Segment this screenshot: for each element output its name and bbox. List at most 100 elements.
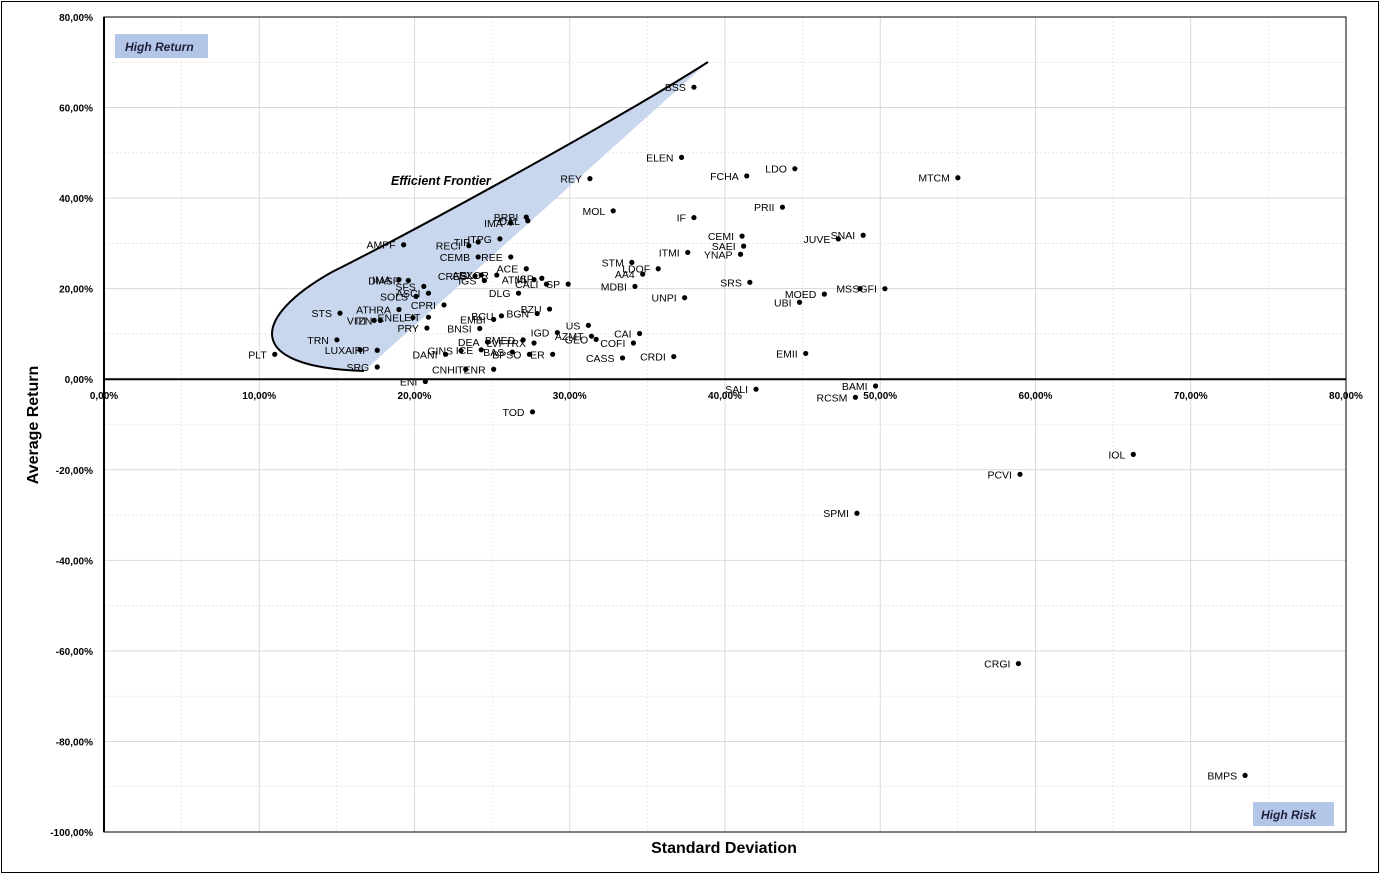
data-point bbox=[792, 166, 798, 172]
data-point-label: LVFTRX bbox=[487, 338, 526, 350]
data-point-label: MTCM bbox=[918, 173, 950, 185]
data-point-label: IMA bbox=[372, 275, 391, 287]
data-point bbox=[508, 254, 514, 260]
data-point bbox=[588, 333, 595, 339]
data-point-label: ATHRA bbox=[356, 304, 391, 316]
data-point-label: DIASR bbox=[368, 276, 401, 288]
data-point bbox=[882, 286, 888, 292]
data-point bbox=[466, 243, 472, 249]
data-point bbox=[744, 173, 750, 179]
y-tick-label: 80,00% bbox=[59, 13, 93, 24]
data-point bbox=[685, 249, 691, 256]
data-point bbox=[334, 337, 340, 343]
data-point-label: REE bbox=[481, 252, 503, 264]
data-point bbox=[565, 281, 571, 287]
data-point bbox=[860, 232, 866, 238]
y-tick-label: 20,00% bbox=[59, 285, 93, 296]
data-point bbox=[396, 277, 402, 283]
data-point-label: JUVE bbox=[803, 234, 830, 246]
x-tick-label: 20,00% bbox=[398, 391, 432, 402]
data-point-label: US bbox=[566, 320, 581, 332]
data-point bbox=[498, 313, 505, 319]
data-point bbox=[691, 84, 697, 90]
data-point-label: ITMI bbox=[659, 247, 680, 259]
data-point-label: SOLS bbox=[380, 291, 408, 303]
y-tick-label: -60,00% bbox=[56, 647, 93, 658]
data-point bbox=[739, 233, 745, 239]
data-point bbox=[442, 351, 449, 357]
data-point bbox=[796, 299, 803, 305]
data-point-label: STS bbox=[312, 308, 332, 320]
data-point bbox=[779, 204, 786, 210]
data-point-label: GEO bbox=[565, 334, 588, 346]
data-point bbox=[422, 378, 428, 385]
data-point-label: SFS bbox=[395, 281, 415, 293]
data-point-label: ELEN bbox=[646, 152, 673, 164]
y-tick-label: -80,00% bbox=[56, 737, 93, 748]
data-point bbox=[272, 351, 278, 357]
x-tick-label: 0,00% bbox=[90, 391, 118, 402]
y-tick-label: -40,00% bbox=[56, 556, 93, 567]
data-point-label: AA4 bbox=[615, 269, 635, 281]
data-point-label: AZMT bbox=[555, 331, 584, 343]
data-point-label: MOL bbox=[582, 206, 605, 218]
data-point-label: IF bbox=[677, 213, 686, 225]
data-point bbox=[425, 314, 432, 320]
data-point bbox=[539, 275, 545, 281]
data-point-label: SGFI bbox=[852, 284, 877, 296]
efficient-frontier-label: Efficient Frontier bbox=[391, 174, 492, 188]
data-point-label: CEMI bbox=[708, 231, 734, 243]
data-point bbox=[491, 366, 497, 372]
data-point bbox=[525, 218, 531, 224]
data-point bbox=[523, 266, 529, 272]
data-point-label: IGD bbox=[531, 328, 550, 340]
high-return-label: High Return bbox=[125, 40, 194, 54]
data-point bbox=[803, 350, 809, 357]
data-point-label: SALI bbox=[725, 384, 748, 396]
data-point-label: BCU bbox=[471, 311, 493, 323]
data-point bbox=[425, 290, 432, 296]
y-tick-labels: 80,00% 60,00% 40,00% 20,00% 0,00% -20,00% -40,… bbox=[50, 13, 93, 839]
x-tick-label: 60,00% bbox=[1019, 391, 1053, 402]
x-tick-label: 50,00% bbox=[863, 391, 897, 402]
data-point-label: BPSO bbox=[492, 349, 521, 361]
data-point-label: REY bbox=[560, 174, 582, 186]
data-point bbox=[550, 351, 556, 357]
data-point-label: IZN bbox=[355, 315, 372, 327]
high-return-box bbox=[115, 34, 208, 58]
data-point bbox=[484, 339, 491, 345]
data-point-label: VITI bbox=[347, 315, 366, 327]
data-point bbox=[857, 286, 863, 292]
x-axis-title: Standard Deviation bbox=[651, 840, 797, 857]
efficient-frontier-curve bbox=[271, 61, 709, 372]
data-point-label: CALI bbox=[515, 279, 538, 291]
data-point bbox=[508, 220, 514, 226]
data-point bbox=[678, 154, 685, 160]
data-point bbox=[481, 277, 487, 284]
data-point-label: CASS bbox=[586, 353, 615, 365]
data-point-label: IRP bbox=[352, 345, 370, 357]
data-point-label: STM bbox=[602, 257, 624, 269]
data-point bbox=[955, 175, 961, 181]
data-point bbox=[531, 340, 537, 346]
data-point-label: IMA bbox=[484, 218, 503, 230]
data-point bbox=[753, 386, 759, 392]
data-point bbox=[632, 283, 638, 290]
data-point bbox=[593, 336, 599, 342]
data-point bbox=[637, 330, 643, 337]
data-point bbox=[497, 236, 503, 242]
data-point bbox=[475, 239, 481, 245]
data-point bbox=[478, 272, 484, 278]
data-point bbox=[396, 306, 402, 313]
data-point-label: CPRI bbox=[411, 300, 436, 312]
data-point-label: SRS bbox=[720, 277, 742, 289]
data-point bbox=[377, 317, 383, 323]
data-point-label: DANI bbox=[412, 349, 437, 361]
data-point-label: YNAP bbox=[704, 249, 733, 261]
data-point-label: BGN bbox=[506, 309, 529, 321]
data-point-label: ASCI bbox=[396, 288, 421, 300]
data-point bbox=[640, 271, 646, 277]
data-point-label: LDO bbox=[765, 164, 787, 176]
data-point bbox=[852, 394, 859, 400]
